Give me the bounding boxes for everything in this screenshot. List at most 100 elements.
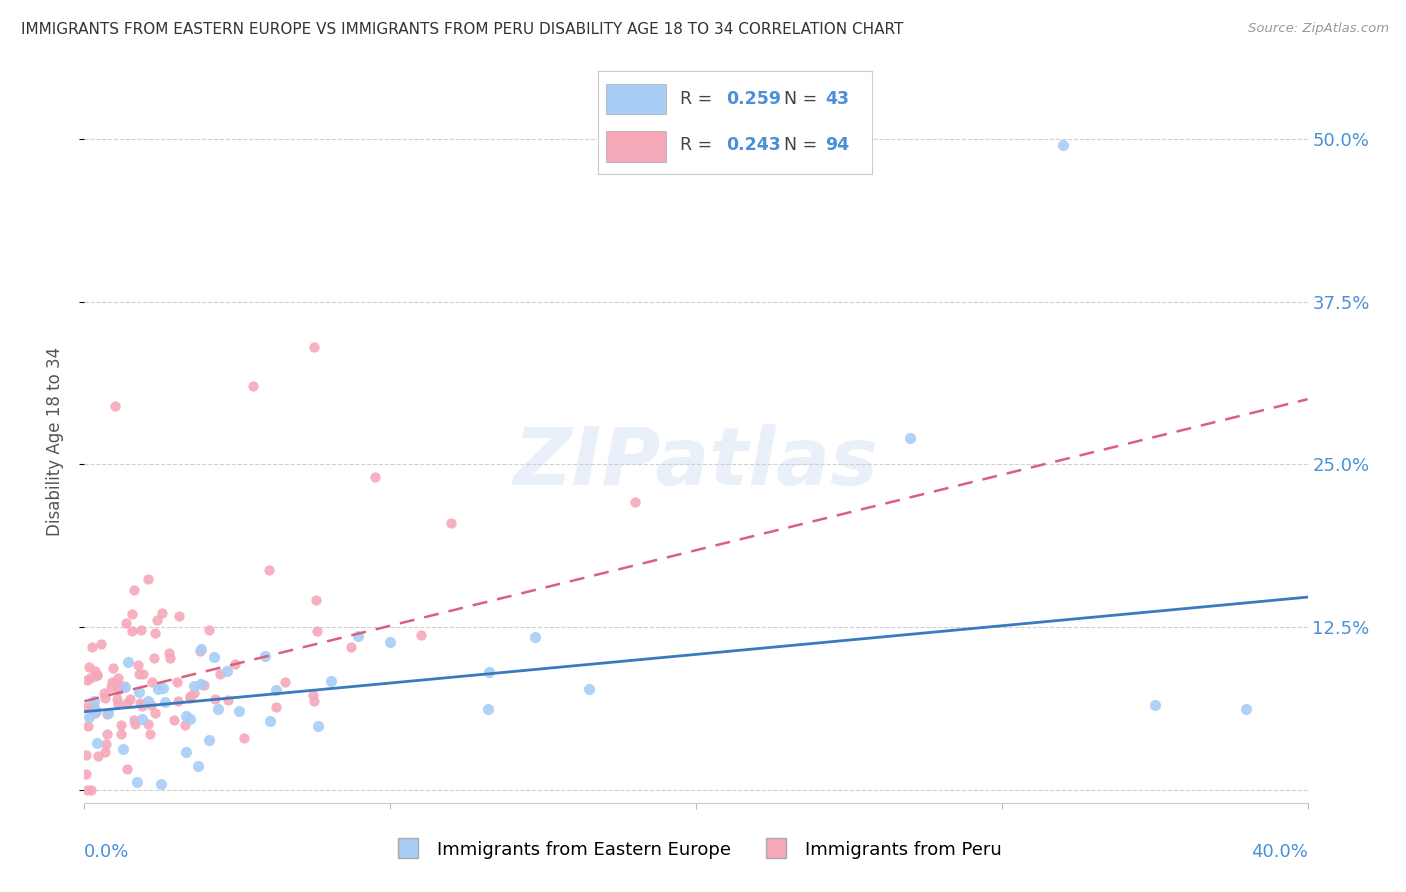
Point — [107, 682, 129, 697]
Point — [115, 615, 138, 630]
Point — [1143, 698, 1166, 713]
Point — [121, 624, 143, 638]
Point — [84, 669, 107, 683]
Text: N =: N = — [785, 89, 823, 108]
Point — [86, 736, 108, 750]
Point — [124, 583, 146, 598]
Point — [1236, 702, 1258, 716]
Point — [110, 727, 132, 741]
Point — [1052, 138, 1074, 153]
Point — [124, 717, 146, 731]
Text: 0.243: 0.243 — [727, 136, 782, 153]
Point — [96, 727, 118, 741]
Point — [179, 689, 201, 703]
Point — [94, 690, 117, 705]
Point — [128, 685, 150, 699]
Point — [77, 719, 100, 733]
Point — [159, 651, 181, 665]
Text: 0.259: 0.259 — [727, 89, 782, 108]
Point — [90, 637, 112, 651]
Point — [80, 700, 103, 714]
Point — [143, 626, 166, 640]
Point — [107, 671, 129, 685]
Point — [117, 655, 139, 669]
Point — [228, 704, 250, 718]
Point — [83, 706, 105, 721]
Point — [83, 694, 105, 708]
Text: 94: 94 — [825, 136, 849, 153]
Point — [136, 717, 159, 731]
Point — [207, 702, 229, 716]
Point — [264, 683, 287, 698]
Point — [80, 782, 103, 797]
Point — [87, 749, 110, 764]
Point — [125, 775, 148, 789]
Point — [208, 667, 231, 681]
Point — [898, 431, 921, 445]
Bar — [606, 131, 666, 161]
Point — [224, 657, 246, 671]
Point — [166, 674, 188, 689]
Point — [146, 613, 169, 627]
Point — [84, 704, 107, 718]
Point — [339, 640, 361, 655]
Text: 0.0%: 0.0% — [84, 843, 129, 861]
Point — [141, 674, 163, 689]
Point — [96, 707, 118, 722]
Point — [79, 671, 101, 685]
Point — [179, 712, 201, 726]
Point — [167, 608, 190, 623]
Point — [128, 696, 150, 710]
Point — [307, 718, 329, 732]
Point — [305, 593, 328, 607]
Point — [94, 745, 117, 759]
Point — [173, 718, 195, 732]
Point — [112, 679, 135, 693]
Point — [232, 731, 254, 745]
Point — [80, 640, 103, 654]
Point — [110, 718, 132, 732]
Point — [190, 641, 212, 656]
Point — [198, 732, 221, 747]
Point — [274, 675, 297, 690]
Point — [163, 713, 186, 727]
Point — [131, 699, 153, 714]
Point — [380, 634, 402, 648]
Point — [167, 694, 190, 708]
Point — [440, 516, 463, 530]
Point — [477, 702, 499, 716]
Point — [75, 747, 97, 762]
Point — [190, 644, 212, 658]
Point — [100, 681, 122, 695]
Point — [115, 696, 138, 710]
Point — [624, 495, 647, 509]
Point — [578, 681, 600, 696]
Point — [149, 777, 172, 791]
Point — [76, 782, 98, 797]
Point — [76, 699, 98, 714]
Point — [104, 399, 127, 413]
Point — [174, 708, 197, 723]
Text: 43: 43 — [825, 89, 849, 108]
Point — [204, 692, 226, 706]
Text: 40.0%: 40.0% — [1251, 843, 1308, 861]
Point — [478, 665, 501, 680]
Point — [129, 623, 152, 637]
Point — [105, 691, 128, 706]
Point — [259, 714, 281, 729]
Point — [83, 700, 105, 714]
Point — [128, 666, 150, 681]
Point — [364, 470, 387, 484]
Point — [193, 678, 215, 692]
Text: Source: ZipAtlas.com: Source: ZipAtlas.com — [1249, 22, 1389, 36]
Point — [305, 624, 328, 639]
Point — [139, 727, 162, 741]
Point — [253, 649, 276, 664]
Point — [217, 692, 239, 706]
Point — [132, 667, 155, 681]
Point — [146, 682, 169, 697]
Point — [204, 650, 226, 665]
Point — [86, 668, 108, 682]
Point — [107, 697, 129, 711]
Point — [77, 659, 100, 673]
